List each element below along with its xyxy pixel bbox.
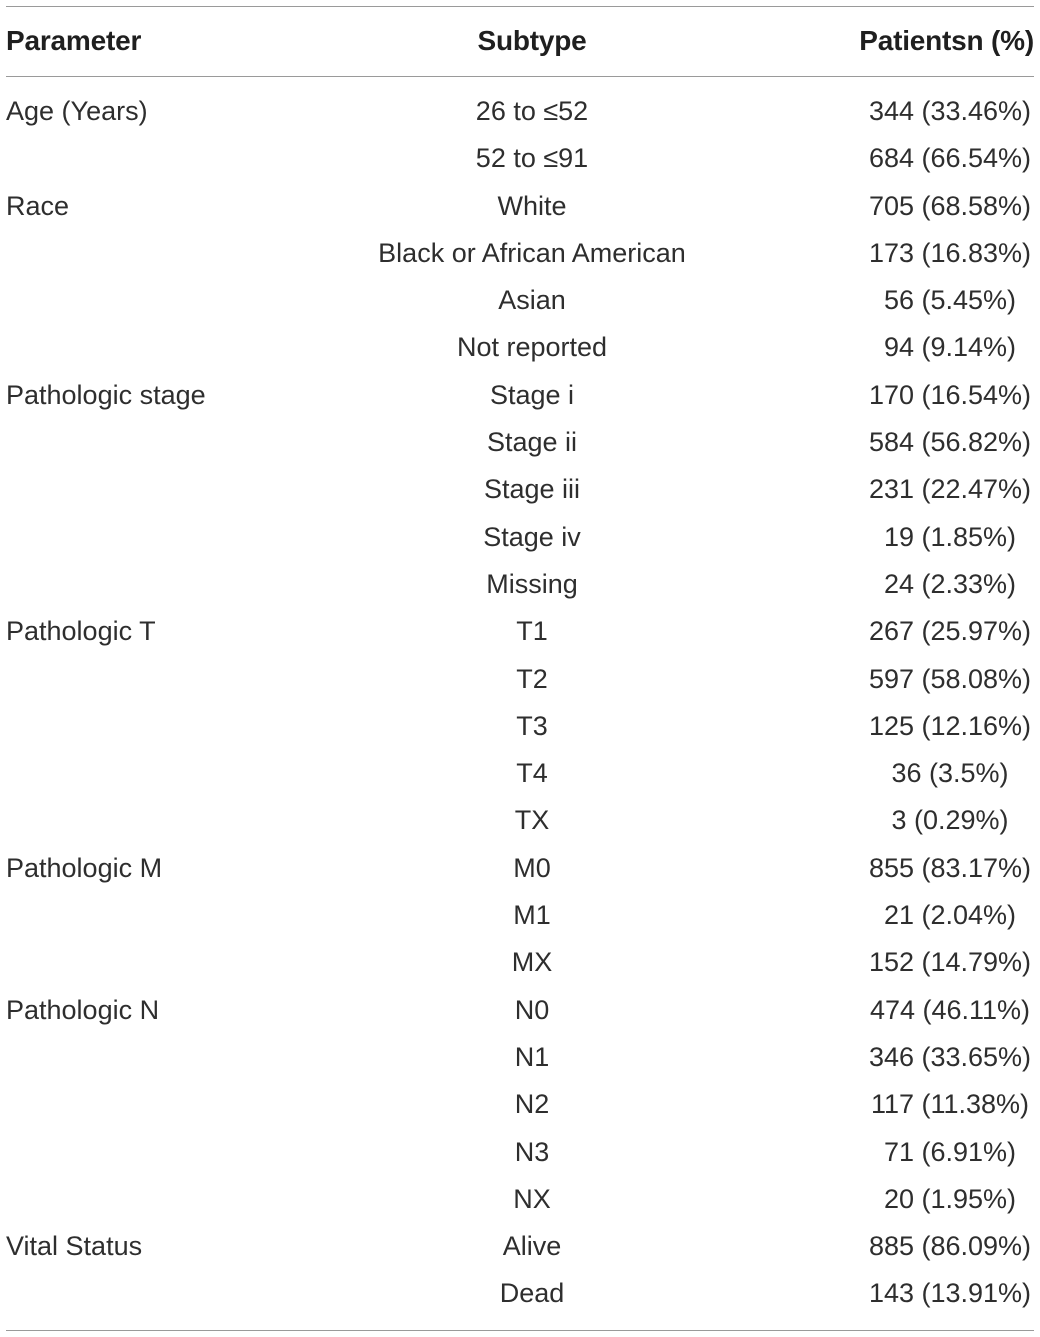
table-row: N1 346 (33.65%) <box>0 1034 1040 1081</box>
cell-parameter: Pathologic N <box>6 994 160 1025</box>
cell-parameter: Race <box>6 190 70 221</box>
cell-patients: 125 (12.16%) <box>868 710 1032 741</box>
table-header-rule <box>6 76 1034 77</box>
table-row: Missing 24 (2.33%) <box>0 561 1040 608</box>
table-row: Pathologic stage Stage i 170 (16.54%) <box>0 372 1040 419</box>
table-row: Pathologic N N0 474 (46.11%) <box>0 987 1040 1034</box>
cell-parameter: Pathologic T <box>6 616 156 647</box>
cell-patients: 267 (25.97%) <box>868 616 1032 647</box>
cell-subtype: N3 <box>514 1136 550 1167</box>
table-row: Asian 56 (5.45%) <box>0 277 1040 324</box>
cell-patients: 684 (66.54%) <box>868 143 1032 174</box>
cell-patients: 231 (22.47%) <box>868 474 1032 505</box>
cell-subtype: Missing <box>486 568 578 599</box>
cell-patients: 21 (2.04%) <box>883 900 1017 931</box>
cell-patients: 117 (11.38%) <box>870 1089 1030 1120</box>
table-row: TX 3 (0.29%) <box>0 797 1040 844</box>
cell-subtype: NX <box>513 1183 551 1214</box>
table-row: N2 117 (11.38%) <box>0 1081 1040 1128</box>
table-row: 52 to ≤91 684 (66.54%) <box>0 135 1040 182</box>
cell-patients: 474 (46.11%) <box>869 994 1031 1025</box>
table-header-row: Parameter Subtype Patientsn (%) <box>0 18 1040 64</box>
cell-patients: 597 (58.08%) <box>868 663 1032 694</box>
cell-patients: 705 (68.58%) <box>868 190 1032 221</box>
cell-patients: 3 (0.29%) <box>891 805 1009 836</box>
cell-patients: 170 (16.54%) <box>868 379 1032 410</box>
cell-subtype: T4 <box>516 758 548 789</box>
table-row: Dead 143 (13.91%) <box>0 1270 1040 1317</box>
table-row: Stage ii 584 (56.82%) <box>0 419 1040 466</box>
cell-subtype: N0 <box>514 994 550 1025</box>
cell-parameter: Age (Years) <box>6 96 148 126</box>
cell-patients: 344 (33.46%) <box>868 96 1032 126</box>
cell-subtype: Not reported <box>456 332 608 363</box>
table-row: Age (Years) 26 to ≤52 344 (33.46%) <box>0 88 1040 135</box>
cell-subtype: Stage iv <box>483 521 581 552</box>
cell-subtype: Stage iii <box>483 474 581 505</box>
cell-subtype: T1 <box>516 616 548 647</box>
table-row: Race White 705 (68.58%) <box>0 183 1040 230</box>
cell-subtype: White <box>497 190 567 221</box>
cell-subtype: M0 <box>513 852 551 883</box>
cell-patients: 584 (56.82%) <box>868 427 1032 458</box>
cell-patients: 36 (3.5%) <box>891 758 1009 789</box>
cell-subtype: 26 to ≤52 <box>475 96 589 126</box>
table-row: Black or African American 173 (16.83%) <box>0 230 1040 277</box>
cell-patients: 173 (16.83%) <box>868 237 1032 268</box>
table-row: Pathologic T T1 267 (25.97%) <box>0 608 1040 655</box>
cell-parameter: Pathologic M <box>6 852 163 883</box>
cell-patients: 94 (9.14%) <box>883 332 1017 363</box>
cell-subtype: Stage i <box>489 379 575 410</box>
cell-subtype: M1 <box>513 900 551 931</box>
cell-patients: 885 (86.09%) <box>868 1231 1032 1262</box>
table-row: Stage iv 19 (1.85%) <box>0 514 1040 561</box>
cell-patients: 24 (2.33%) <box>883 568 1017 599</box>
header-parameter: Parameter <box>6 25 142 56</box>
table-body: Age (Years) 26 to ≤52 344 (33.46%) 52 to ≤9… <box>0 88 1040 1318</box>
cell-parameter: Vital Status <box>6 1231 143 1262</box>
table-row: NX 20 (1.95%) <box>0 1176 1040 1223</box>
cell-patients: 855 (83.17%) <box>868 852 1032 883</box>
cell-subtype: TX <box>514 805 550 836</box>
cell-subtype: T2 <box>516 663 548 694</box>
cell-patients: 143 (13.91%) <box>868 1278 1032 1309</box>
table-row: T2 597 (58.08%) <box>0 656 1040 703</box>
cell-parameter: Pathologic stage <box>6 379 206 410</box>
table-row: N3 71 (6.91%) <box>0 1129 1040 1176</box>
cell-patients: 346 (33.65%) <box>868 1041 1032 1072</box>
cell-patients: 71 (6.91%) <box>883 1136 1017 1167</box>
cell-patients: 56 (5.45%) <box>883 285 1017 316</box>
cell-patients: 152 (14.79%) <box>868 947 1032 978</box>
table-row: Stage iii 231 (22.47%) <box>0 466 1040 513</box>
header-patients: Patientsn (%) <box>859 25 1034 56</box>
cell-subtype: N2 <box>514 1089 550 1120</box>
cell-subtype: Dead <box>499 1278 565 1309</box>
cell-subtype: Asian <box>498 285 566 316</box>
header-subtype: Subtype <box>477 25 587 56</box>
cell-subtype: 52 to ≤91 <box>475 143 589 174</box>
table-row: T4 36 (3.5%) <box>0 750 1040 797</box>
table-row: Pathologic M M0 855 (83.17%) <box>0 845 1040 892</box>
cell-subtype: N1 <box>514 1041 550 1072</box>
table-row: T3 125 (12.16%) <box>0 703 1040 750</box>
cell-subtype: T3 <box>516 710 548 741</box>
table-top-rule <box>6 6 1034 7</box>
table-row: M1 21 (2.04%) <box>0 892 1040 939</box>
cell-subtype: MX <box>511 947 553 978</box>
cell-subtype: Alive <box>502 1231 562 1262</box>
cell-patients: 19 (1.85%) <box>883 521 1017 552</box>
cell-patients: 20 (1.95%) <box>883 1183 1017 1214</box>
table-row: Vital Status Alive 885 (86.09%) <box>0 1223 1040 1270</box>
table-bottom-rule <box>6 1330 1034 1331</box>
table-row: Not reported 94 (9.14%) <box>0 324 1040 371</box>
table-row: MX 152 (14.79%) <box>0 939 1040 986</box>
cell-subtype: Stage ii <box>486 427 578 458</box>
cell-subtype: Black or African American <box>378 237 686 268</box>
